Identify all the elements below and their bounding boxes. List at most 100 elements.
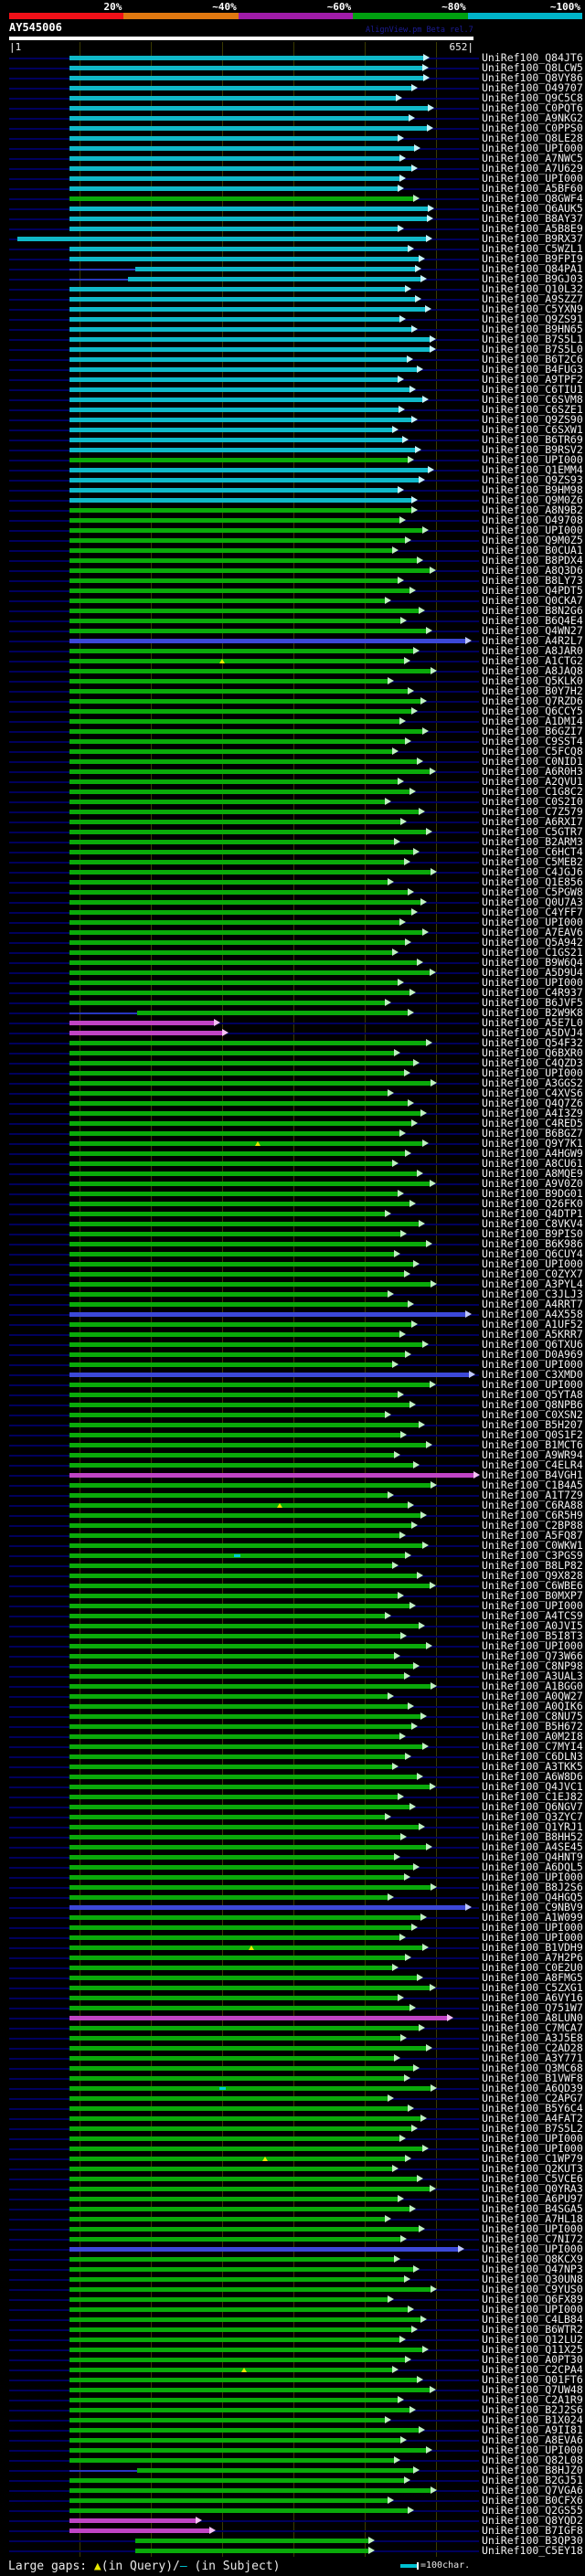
hit-label[interactable]: UniRef100_B8HH52: [482, 1830, 583, 1843]
alignment-bar[interactable]: [69, 1805, 410, 1809]
alignment-bar[interactable]: [69, 1956, 406, 1960]
hit-label[interactable]: UniRef100_Q9Y7K1: [482, 1137, 583, 1150]
alignment-bar[interactable]: [69, 619, 401, 623]
alignment-bar[interactable]: [69, 1473, 473, 1478]
alignment-bar[interactable]: [69, 981, 398, 985]
hit-label[interactable]: UniRef100_C6WBE6: [482, 1579, 583, 1592]
hit-label[interactable]: UniRef100_C8VKV4: [482, 1217, 583, 1230]
hit-label[interactable]: UniRef100_Q6CCY5: [482, 705, 583, 717]
hit-label[interactable]: UniRef100_Q9M0Z6: [482, 493, 583, 506]
alignment-bar[interactable]: [69, 1825, 419, 1829]
hit-label[interactable]: UniRef100_C1B4A5: [482, 1479, 583, 1491]
hit-label[interactable]: UniRef100_C8NP98: [482, 1659, 583, 1672]
hit-label[interactable]: UniRef100_A3UAL3: [482, 1670, 583, 1682]
hit-label[interactable]: UniRef100_C7Z579: [482, 805, 583, 818]
alignment-bar[interactable]: [69, 337, 430, 342]
alignment-bar[interactable]: [69, 950, 393, 955]
alignment-bar[interactable]: [69, 920, 399, 925]
alignment-bar[interactable]: [69, 2126, 412, 2131]
hit-label[interactable]: UniRef100_A8CU61: [482, 1157, 583, 1170]
hit-label[interactable]: UniRef100_B4VGH1: [482, 1468, 583, 1481]
alignment-bar[interactable]: [69, 1051, 394, 1055]
hit-label[interactable]: UniRef100_B0CFX6: [482, 2494, 583, 2507]
alignment-bar[interactable]: [69, 2046, 426, 2051]
hit-label[interactable]: UniRef100_B1VWF8: [482, 2072, 583, 2084]
hit-label[interactable]: UniRef100_Q9ZS90: [482, 413, 583, 426]
alignment-bar[interactable]: [69, 769, 430, 774]
hit-label[interactable]: UniRef100_Q9X828: [482, 1569, 583, 1582]
hit-label[interactable]: UniRef100_C7NI72: [482, 2232, 583, 2245]
hit-label[interactable]: UniRef100_UPI000..: [482, 2142, 585, 2155]
hit-label[interactable]: UniRef100_C5MEB2: [482, 855, 583, 868]
hit-label[interactable]: UniRef100_A6QD39: [482, 2082, 583, 2094]
alignment-bar[interactable]: [69, 890, 409, 895]
alignment-bar[interactable]: [69, 2016, 448, 2020]
alignment-bar[interactable]: [69, 2277, 405, 2282]
alignment-bar[interactable]: [69, 126, 428, 131]
hit-label[interactable]: UniRef100_Q82L08: [482, 2454, 583, 2466]
alignment-bar[interactable]: [69, 880, 388, 885]
alignment-bar[interactable]: [69, 1312, 465, 1317]
alignment-bar[interactable]: [69, 2478, 405, 2483]
hit-label[interactable]: UniRef100_UPI000..: [482, 2222, 585, 2235]
hit-label[interactable]: UniRef100_UPI000..: [482, 1639, 585, 1652]
alignment-bar[interactable]: [69, 1202, 410, 1206]
alignment-bar[interactable]: [69, 2358, 406, 2362]
alignment-bar[interactable]: [69, 1182, 430, 1186]
hit-label[interactable]: UniRef100_Q8GWF4: [482, 192, 583, 205]
alignment-bar[interactable]: [69, 458, 409, 462]
alignment-bar[interactable]: [69, 196, 413, 201]
hit-label[interactable]: UniRef100_C7MCA7: [482, 2021, 583, 2034]
alignment-bar[interactable]: [69, 1071, 405, 1076]
hit-label[interactable]: UniRef100_C2A1R9: [482, 2393, 583, 2406]
alignment-bar[interactable]: [69, 317, 399, 322]
hit-label[interactable]: UniRef100_B6T2C6: [482, 353, 583, 366]
hit-label[interactable]: UniRef100_Q84JT6: [482, 51, 583, 64]
alignment-bar[interactable]: [69, 940, 406, 945]
hit-label[interactable]: UniRef100_Q2KUT3: [482, 2162, 583, 2175]
hit-label[interactable]: UniRef100_A9II81: [482, 2423, 583, 2436]
hit-label[interactable]: UniRef100_A1UF52: [482, 1318, 583, 1330]
hit-label[interactable]: UniRef100_C3JLJ3: [482, 1288, 583, 1300]
alignment-bar[interactable]: [69, 840, 394, 844]
hit-label[interactable]: UniRef100_B4SGA5: [482, 2202, 583, 2215]
alignment-bar[interactable]: [69, 1423, 419, 1427]
alignment-bar[interactable]: [69, 1252, 394, 1256]
hit-label[interactable]: UniRef100_A9V0Z0: [482, 1177, 583, 1190]
alignment-bar[interactable]: [69, 2388, 430, 2392]
hit-label[interactable]: UniRef100_Q8YQD2: [482, 2514, 583, 2527]
hit-label[interactable]: UniRef100_D0A969: [482, 1348, 583, 1361]
hit-label[interactable]: UniRef100_C4LB84: [482, 2313, 583, 2326]
alignment-bar[interactable]: [69, 991, 410, 995]
alignment-bar[interactable]: [69, 428, 393, 432]
hit-label[interactable]: UniRef100_UPI000..: [482, 142, 585, 154]
hit-label[interactable]: UniRef100_A0JVI5: [482, 1619, 583, 1632]
alignment-bar[interactable]: [69, 639, 465, 643]
hit-label[interactable]: UniRef100_UPI000..: [482, 976, 585, 989]
alignment-bar[interactable]: [69, 2287, 431, 2292]
alignment-bar[interactable]: [69, 679, 388, 684]
alignment-bar[interactable]: [69, 910, 412, 915]
hit-label[interactable]: UniRef100_C9NBV9: [482, 1901, 583, 1913]
hit-label[interactable]: UniRef100_UPI000..: [482, 2443, 585, 2456]
hit-label[interactable]: UniRef100_Q5A942: [482, 936, 583, 949]
hit-label[interactable]: UniRef100_Q9ZS91: [482, 313, 583, 325]
hit-label[interactable]: UniRef100_A6DQL5: [482, 1860, 583, 1873]
hit-label[interactable]: UniRef100_UPI000..: [482, 1921, 585, 1934]
alignment-bar[interactable]: [69, 207, 429, 211]
hit-label[interactable]: UniRef100_Q2GS55: [482, 2504, 583, 2517]
alignment-bar[interactable]: [135, 2539, 369, 2543]
alignment-bar[interactable]: [69, 1383, 430, 1387]
hit-label[interactable]: UniRef100_B2J2S6: [482, 2403, 583, 2416]
alignment-bar[interactable]: [69, 76, 423, 80]
hit-label[interactable]: UniRef100_UPI000..: [482, 2132, 585, 2145]
alignment-bar[interactable]: [69, 357, 407, 362]
alignment-bar[interactable]: [69, 1765, 393, 1769]
alignment-bar[interactable]: [69, 2368, 393, 2372]
hit-label[interactable]: UniRef100_Q6FX89: [482, 2293, 583, 2306]
alignment-bar[interactable]: [69, 1021, 214, 1025]
alignment-bar[interactable]: [69, 1523, 412, 1528]
hit-label[interactable]: UniRef100_Q4WN27: [482, 624, 583, 637]
alignment-bar[interactable]: [69, 2076, 405, 2081]
alignment-bar[interactable]: [69, 1463, 414, 1468]
